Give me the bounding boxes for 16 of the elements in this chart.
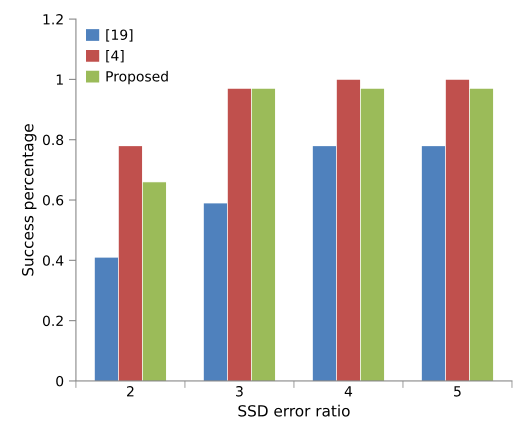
y-tick-label: 0.8 (42, 134, 64, 146)
x-tick-label: 2 (127, 386, 134, 396)
legend-label: [19] (106, 29, 132, 42)
x-tick-label: 3 (236, 386, 243, 397)
x-axis-title: SSD error ratio (238, 404, 350, 417)
x-tick-label: 4 (344, 386, 352, 396)
y-tick-label: 1 (56, 74, 63, 85)
y-tick-label: 0.4 (42, 255, 64, 266)
y-tick-label: 0 (56, 376, 64, 386)
legend-label: Proposed (106, 70, 168, 84)
legend-label: [4] (106, 50, 124, 62)
y-tick-label: 0.6 (42, 194, 64, 206)
y-axis-title: Success percentage (22, 124, 36, 276)
x-tick-label: 5 (454, 386, 461, 397)
y-tick-label: 1.2 (44, 14, 63, 24)
y-tick-label: 0.2 (42, 316, 63, 326)
